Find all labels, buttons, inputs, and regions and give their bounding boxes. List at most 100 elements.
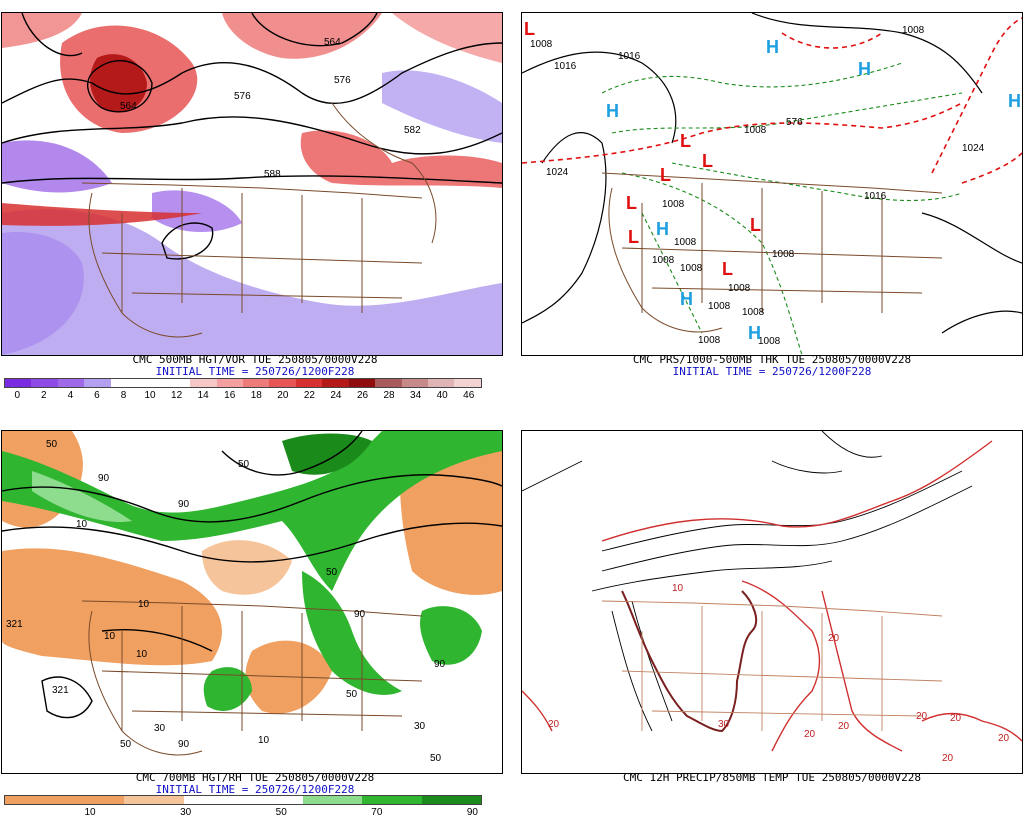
p2-label-10: 1008	[674, 237, 697, 248]
colorbar-swatch-5	[302, 796, 362, 804]
p4-label-2: 20	[838, 721, 850, 732]
caption-precip-850mb: CMC 12H PRECIP/850MB TEMP TUE 250805/000…	[520, 772, 1024, 784]
map-500mb-svg: 564 576 588 576 582 564	[2, 13, 502, 355]
high-center-0: H	[766, 37, 779, 57]
p3-label-10: 321	[6, 619, 23, 630]
p3-label-15: 50	[346, 689, 358, 700]
p2-label-17: 1008	[698, 335, 721, 346]
colorbar-swatch-3	[84, 379, 111, 387]
colorbar-swatch-14	[375, 379, 402, 387]
p1-label-0: 564	[120, 101, 137, 112]
thickness-lines-red	[522, 17, 1022, 184]
contour-labels: 50 90 10 10 90 50 10 10 90 50 321 321 50 90 30 50 50 30 10…	[6, 439, 446, 764]
colorbar-tick-3: 6	[94, 390, 100, 401]
colorbar-swatch-4	[243, 796, 303, 804]
p2-label-18: 576	[786, 117, 803, 128]
colorbar-swatch-4	[110, 379, 138, 387]
colorbar-swatch-0	[5, 796, 65, 804]
colorbar-vorticity	[4, 378, 482, 388]
p4-label-9: 20	[828, 633, 840, 644]
vort-pos-area-6	[392, 13, 502, 63]
caption-700mb: CMC 700MB HGT/RH TUE 250805/0000V228 INI…	[0, 772, 510, 796]
temp-contour-red	[522, 440, 1022, 752]
vort-pos-area-5	[2, 13, 82, 48]
vort-neg-area-4	[382, 70, 502, 143]
map-precip-850mb: 20 20 20 20 20 20 20 10 30 20	[521, 430, 1023, 774]
p2-label-3: 1024	[546, 167, 569, 178]
rh-moist-area-3	[203, 667, 252, 711]
p3-label-14: 30	[154, 723, 166, 734]
colorbar-tick-8: 16	[224, 390, 236, 401]
rh-dry-area-5	[202, 540, 292, 595]
map-700mb-svg: 50 90 10 10 90 50 10 10 90 50 321 321 50 90 30 50 50 30 10…	[2, 431, 502, 764]
isobar-labels: 1008101610161024102410081008100810161008…	[530, 25, 985, 347]
p2-label-5: 1008	[902, 25, 925, 36]
caption-500mb: CMC 500MB HGT/VOR TUE 250805/0000V228 IN…	[0, 354, 510, 378]
p1-label-5: 564	[324, 37, 341, 48]
colorbar-tick-17: 46	[463, 390, 475, 401]
caption-line1: CMC 500MB HGT/VOR TUE 250805/0000V228	[132, 353, 378, 366]
p3-label-0: 50	[46, 439, 58, 450]
borders	[81, 102, 437, 338]
low-center-1: L	[680, 131, 691, 151]
colorbar-ticks-rh: 10 30 50 70 90	[4, 807, 482, 819]
p4-label-3: 20	[916, 711, 928, 722]
p3-label-5: 50	[238, 459, 250, 470]
rh-moist-area	[2, 431, 502, 591]
p4-label-7: 10	[672, 583, 684, 594]
colorbar-tick-4: 8	[120, 390, 127, 401]
height-contours	[2, 431, 502, 719]
p3-label-4: 90	[178, 499, 190, 510]
low-center-5: L	[628, 227, 639, 247]
caption-line2: INITIAL TIME = 250726/1200F228	[672, 365, 872, 378]
p2-label-13: 1008	[708, 301, 731, 312]
p2-label-11: 1008	[652, 255, 675, 266]
p3-label-1: 90	[98, 473, 110, 484]
p3-label-8: 90	[354, 609, 366, 620]
p4-label-5: 20	[998, 733, 1010, 744]
p3-label-17: 30	[414, 721, 426, 732]
borders	[601, 172, 943, 333]
colorbar-tick-6: 12	[171, 390, 183, 401]
p2-label-14: 1008	[728, 283, 751, 294]
p4-label-8: 30	[718, 719, 730, 730]
low-center-0: L	[524, 19, 535, 39]
colorbar-swatch-1	[31, 379, 58, 387]
p3-label-2: 10	[76, 519, 88, 530]
p2-label-8: 1016	[864, 191, 887, 202]
colorbar-tick-0: 0	[14, 390, 21, 401]
high-center-3: H	[1008, 91, 1021, 111]
p4-label-4: 20	[950, 713, 962, 724]
colorbar-swatch-2	[124, 796, 184, 804]
temp-contour-hot	[621, 590, 758, 733]
p2-label-15: 1008	[742, 307, 765, 318]
caption-line1: CMC PRS/1000-500MB THK TUE 250805/0000V2…	[632, 353, 912, 366]
rh-moist-area-5	[282, 433, 372, 475]
p3-label-12: 50	[120, 739, 132, 750]
caption-line1: CMC 700MB HGT/RH TUE 250805/0000V228	[135, 771, 375, 784]
colorbar-swatch-6	[362, 796, 422, 804]
p4-label-1: 20	[804, 729, 816, 740]
colorbar-swatch-17	[454, 379, 481, 387]
panel-precip-850mb-temp: 20 20 20 20 20 20 20 10 30 20 CMC 12H PRECIP/850M…	[520, 420, 1024, 819]
vort-neg-area-3	[152, 190, 242, 233]
rh-moist-area-6	[32, 471, 132, 522]
caption-line2: INITIAL TIME = 250726/1200F228	[155, 783, 355, 796]
caption-line2: INITIAL TIME = 250726/1200F228	[155, 365, 355, 378]
high-center-2: H	[606, 101, 619, 121]
colorbar-tick-1: 30	[180, 807, 192, 818]
colorbar-swatch-2	[57, 379, 85, 387]
map-prs-thk: 1008 1016 1016 1024 1024 1008 1008 1008 1016 1008…	[521, 12, 1023, 356]
colorbar-swatch-13	[348, 379, 376, 387]
high-center-6: H	[748, 323, 761, 343]
p4-label-6: 20	[942, 753, 954, 764]
map-prs-thk-svg: 1008101610161024102410081008100810161008…	[522, 13, 1022, 355]
colorbar-rh	[4, 795, 482, 805]
vort-pos-area-core	[90, 54, 147, 112]
borders	[81, 600, 423, 756]
vort-pos-area-4	[2, 203, 202, 226]
p3-label-7: 10	[136, 649, 148, 660]
colorbar-tick-4: 90	[466, 807, 478, 818]
p1-label-1: 576	[234, 91, 251, 102]
